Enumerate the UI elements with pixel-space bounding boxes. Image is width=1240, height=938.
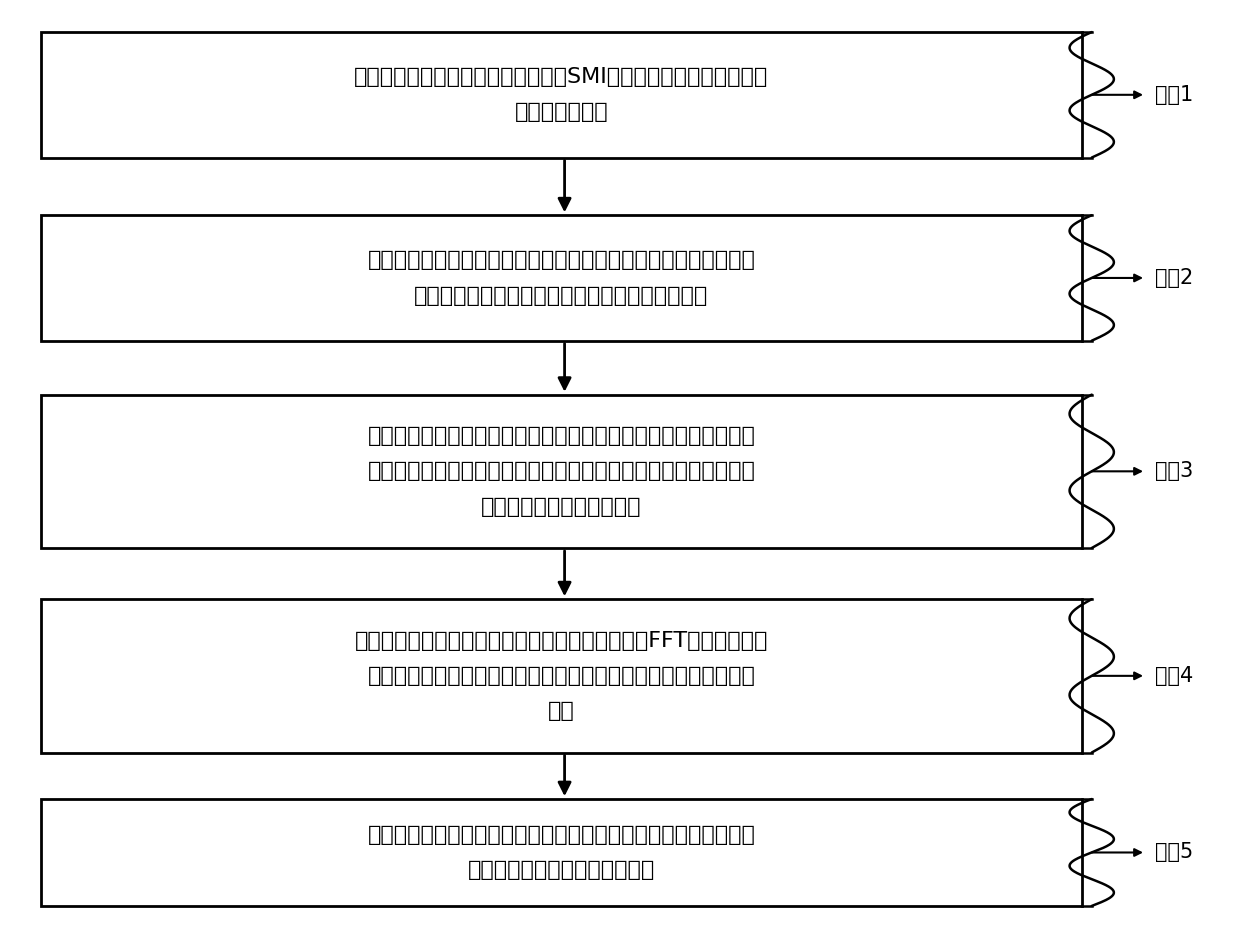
Text: 根据所述差和比和鉴角曲线斜率得到实际目标方向与波束指向之间: 根据所述差和比和鉴角曲线斜率得到实际目标方向与波束指向之间 <box>367 825 755 845</box>
Text: 对所述和通道输出数据和所述差通道输出数据进行FFT计算，找到频: 对所述和通道输出数据和所述差通道输出数据进行FFT计算，找到频 <box>355 630 769 651</box>
FancyBboxPatch shape <box>41 32 1081 158</box>
Text: 步骤5: 步骤5 <box>1154 842 1193 862</box>
Text: 适应抗干扰权值: 适应抗干扰权值 <box>515 102 609 123</box>
Text: 的偏角，实现对目标的跟踪测角: 的偏角，实现对目标的跟踪测角 <box>467 860 655 880</box>
FancyBboxPatch shape <box>41 395 1081 548</box>
Text: 束权值加权，实现对主副瓣内存在的干扰实现的抑制，得到和通道: 束权值加权，实现对主副瓣内存在的干扰实现的抑制，得到和通道 <box>367 461 755 481</box>
Text: 权值按照阵列中心位置对称取反，得到差波束权值: 权值按照阵列中心位置对称取反，得到差波束权值 <box>414 285 708 306</box>
Text: 输出数据和差通道输出数据: 输出数据和差通道输出数据 <box>481 496 642 517</box>
Text: 对阵列接收的所有快拍数据，分别按照所述和波束权值和所述差波: 对阵列接收的所有快拍数据，分别按照所述和波束权值和所述差波 <box>367 426 755 446</box>
FancyBboxPatch shape <box>41 799 1081 906</box>
FancyBboxPatch shape <box>41 215 1081 340</box>
Text: 步骤3: 步骤3 <box>1154 461 1193 481</box>
Text: 和比: 和比 <box>548 702 575 721</box>
FancyBboxPatch shape <box>41 599 1081 752</box>
Text: 获取阵列接收数据，并利用分块并行SMI算法进行处理得到全阵的自: 获取阵列接收数据，并利用分块并行SMI算法进行处理得到全阵的自 <box>355 68 769 87</box>
Text: 域上和通道最大幅值对应的频点，并计算两通道该频点处幅值的差: 域上和通道最大幅值对应的频点，并计算两通道该频点处幅值的差 <box>367 666 755 686</box>
Text: 以所述自适应抗干扰权值作为和波束权值，并对所述自适应抗干扰: 以所述自适应抗干扰权值作为和波束权值，并对所述自适应抗干扰 <box>367 250 755 270</box>
Text: 步骤2: 步骤2 <box>1154 268 1193 288</box>
Text: 步骤4: 步骤4 <box>1154 666 1193 686</box>
Text: 步骤1: 步骤1 <box>1154 84 1193 105</box>
